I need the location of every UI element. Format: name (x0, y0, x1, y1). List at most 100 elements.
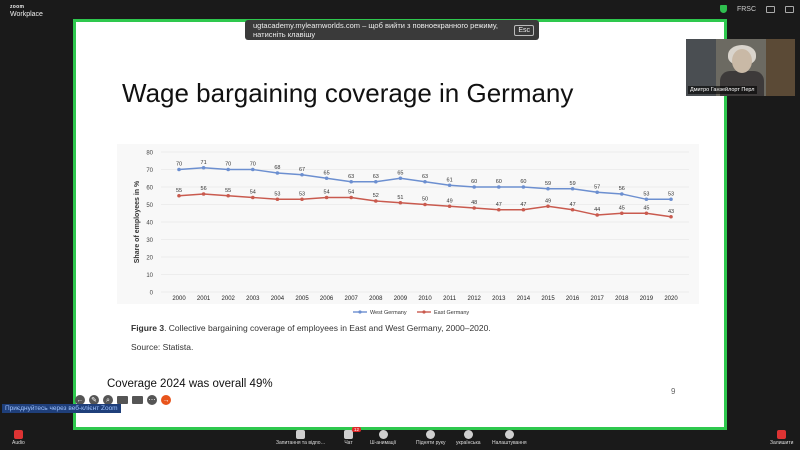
data-label: 50 (422, 197, 428, 203)
caption-label: Figure 3 (131, 323, 165, 333)
security-shield-icon[interactable] (719, 5, 727, 13)
data-label: 70 (176, 162, 182, 168)
language-button[interactable]: українська (456, 430, 481, 446)
data-point (300, 172, 304, 177)
raise-hand-button[interactable]: Підняти руку (416, 430, 446, 446)
x-tick-label: 2009 (394, 296, 408, 302)
data-point (570, 207, 575, 212)
data-label: 53 (274, 191, 280, 197)
globe-icon (463, 430, 473, 439)
video-icon[interactable] (132, 396, 143, 404)
data-label: 65 (324, 170, 330, 176)
join-web-client-link[interactable]: Приєднуйтесь через веб-клієнт Zoom (2, 404, 121, 413)
data-label: 47 (520, 202, 526, 208)
data-label: 49 (545, 198, 551, 204)
x-tick-label: 2018 (615, 296, 629, 302)
y-tick-label: 10 (146, 273, 153, 279)
view-icon[interactable] (766, 5, 775, 13)
chat-button[interactable]: 12 Чат (344, 427, 361, 446)
y-tick-label: 30 (146, 238, 153, 244)
x-tick-label: 2011 (443, 296, 457, 302)
data-label: 45 (643, 205, 649, 211)
slide-title: Wage bargaining coverage in Germany (122, 78, 574, 108)
x-tick-label: 2015 (541, 296, 555, 302)
participant-video[interactable]: Дмитро Ганзейлорт Перл (686, 39, 795, 96)
hand-icon (426, 430, 436, 439)
annotate-label: Ш-анимації (370, 440, 397, 446)
settings-label: Налаштування (492, 440, 527, 446)
data-label: 43 (668, 209, 674, 215)
data-label: 45 (619, 205, 625, 211)
zoom-slide-icon[interactable]: ⌕ (103, 395, 113, 405)
data-label: 59 (545, 181, 551, 187)
more-icon[interactable]: ⋯ (147, 395, 157, 405)
pencil-icon[interactable]: ✎ (89, 395, 99, 405)
data-point (324, 176, 329, 181)
y-tick-label: 0 (150, 291, 154, 297)
data-label: 47 (496, 202, 502, 208)
legend-marker (358, 310, 362, 314)
x-tick-label: 2019 (640, 296, 654, 302)
data-label: 56 (201, 186, 207, 192)
data-point (447, 183, 452, 188)
data-point (546, 204, 550, 209)
data-point (570, 186, 575, 191)
qa-button[interactable]: Запитання та відпо… (276, 430, 326, 446)
data-point (423, 202, 427, 207)
captions-icon[interactable] (117, 396, 128, 404)
x-tick-label: 2010 (418, 296, 432, 302)
data-point (669, 197, 673, 202)
data-point (349, 179, 353, 184)
data-label: 61 (447, 177, 453, 183)
settings-button[interactable]: Налаштування (492, 430, 527, 446)
video-bookshelf (766, 39, 795, 96)
data-point (497, 185, 501, 189)
fullscreen-exit-banner: ugtacademy.mylearnworlds.com – щоб вийти… (245, 20, 539, 40)
language-label: українська (456, 440, 481, 446)
x-tick-label: 2016 (566, 296, 580, 302)
data-point (472, 185, 477, 189)
x-tick-label: 2017 (591, 296, 605, 302)
data-point (595, 213, 599, 217)
data-point (644, 197, 649, 202)
data-point (398, 176, 403, 181)
data-label: 53 (299, 191, 305, 197)
data-point (620, 192, 624, 196)
y-tick-label: 50 (146, 203, 153, 209)
data-point (398, 200, 403, 205)
esc-key[interactable]: Esc (514, 24, 534, 36)
zoom-logo-text: zoom (10, 4, 25, 10)
status-text: FRSC (736, 5, 756, 13)
y-tick-label: 60 (146, 186, 153, 192)
legend-label: East Germany (434, 310, 469, 316)
audio-label: Audio (12, 440, 25, 446)
data-point (374, 199, 378, 203)
x-tick-label: 2008 (369, 296, 383, 302)
forward-arrow-icon[interactable]: → (161, 395, 171, 405)
chat-badge: 12 (351, 427, 361, 432)
data-point (275, 197, 280, 202)
y-tick-label: 80 (146, 151, 153, 157)
legend-marker (422, 310, 426, 314)
data-label: 55 (176, 188, 182, 194)
annotate-button[interactable]: Ш-анимації (370, 430, 396, 446)
data-label: 54 (324, 190, 330, 196)
x-tick-label: 2012 (468, 296, 482, 302)
top-right-controls: FRSC (719, 5, 794, 13)
x-tick-label: 2000 (172, 296, 186, 302)
data-point (349, 195, 353, 200)
back-arrow-icon[interactable]: ← (75, 395, 85, 405)
annotation-toolbar: ← ✎ ⌕ ⋯ → (75, 395, 171, 405)
participant-face (732, 49, 752, 73)
fullscreen-banner-text: ugtacademy.mylearnworlds.com – щоб вийти… (253, 21, 498, 39)
figure-caption: Figure 3. Collective bargaining coverage… (131, 323, 491, 333)
figure-source: Source: Statista. (131, 342, 194, 352)
data-point (201, 192, 206, 196)
microphone-icon (13, 430, 23, 439)
audio-button[interactable]: Audio (12, 430, 25, 446)
line-chart: 0 10 20 30 40 50 60 70 80 Share of employees in %… (134, 151, 689, 316)
leave-button[interactable]: Залишити (770, 430, 793, 446)
fullscreen-icon[interactable] (785, 5, 794, 13)
data-point (620, 211, 624, 216)
